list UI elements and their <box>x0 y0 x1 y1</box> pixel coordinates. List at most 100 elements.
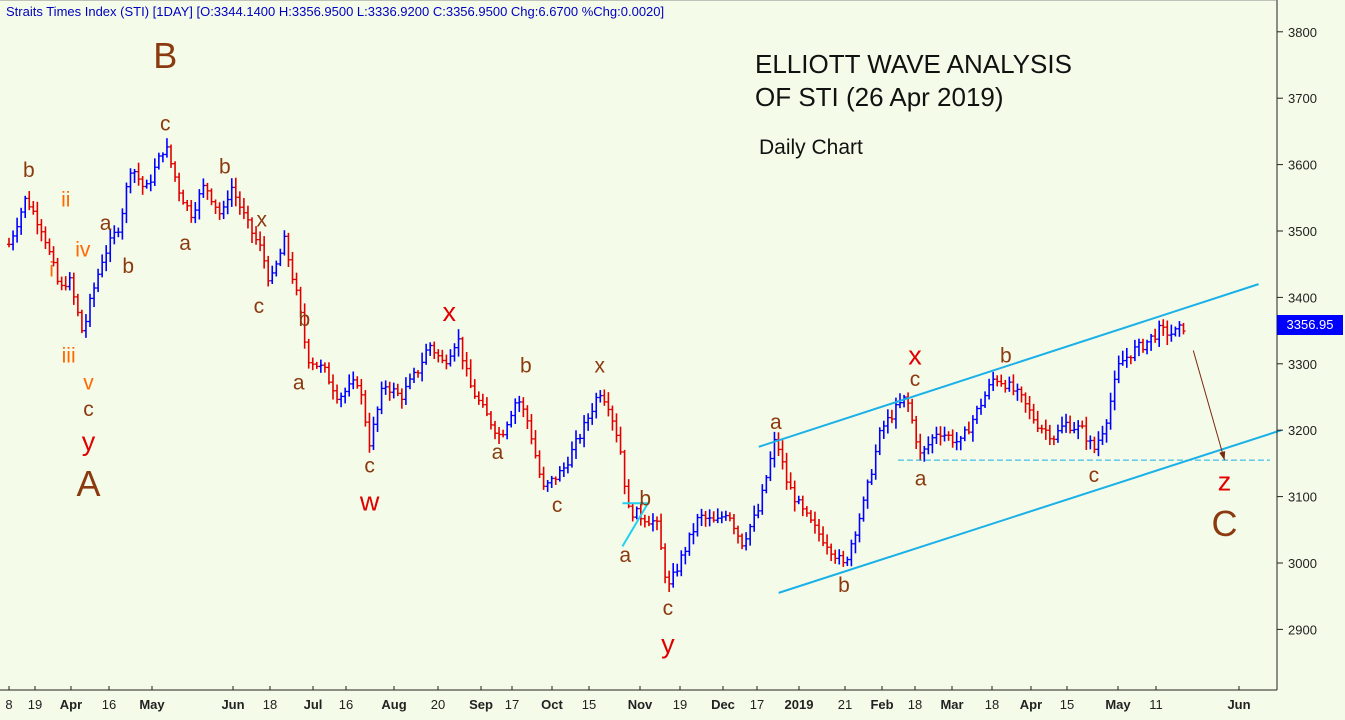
ohlc-bar <box>764 475 769 494</box>
ohlc-bar <box>679 550 684 577</box>
ohlc-bar <box>1120 350 1125 366</box>
ohlc-bar <box>1153 328 1158 343</box>
ohlc-bar <box>906 392 911 413</box>
ohlc-bar <box>1060 416 1064 434</box>
ohlc-bar <box>756 503 761 519</box>
ohlc-bar <box>549 475 554 488</box>
ohlc-bar <box>484 397 489 417</box>
ohlc-bar <box>873 444 878 480</box>
ohlc-bar <box>363 390 368 427</box>
ohlc-bar <box>731 513 736 535</box>
ohlc-bar <box>185 200 190 212</box>
wave-label: w <box>359 486 380 516</box>
x-tick-label: 16 <box>102 697 116 712</box>
wave-label: z <box>1218 466 1232 496</box>
ohlc-bar <box>796 495 801 505</box>
ohlc-bar <box>833 549 838 564</box>
ohlc-bar <box>339 392 344 408</box>
ohlc-bar <box>209 188 214 206</box>
ohlc-bar <box>395 383 400 397</box>
ohlc-bar <box>116 227 121 238</box>
last-price-label: 3356.95 <box>1277 315 1343 335</box>
ohlc-bar <box>780 440 785 470</box>
chart-title-line1: ELLIOTT WAVE ANALYSIS <box>755 49 1072 79</box>
ohlc-bar <box>460 336 465 370</box>
ohlc-bar <box>92 282 97 308</box>
ohlc-bar <box>987 378 992 400</box>
ohlc-bar <box>31 200 36 215</box>
ohlc-bar <box>152 158 157 186</box>
ohlc-bar <box>983 391 988 408</box>
ohlc-bar <box>812 511 817 534</box>
ohlc-bar <box>999 374 1004 387</box>
ohlc-bar <box>169 144 173 168</box>
chart-title: ELLIOTT WAVE ANALYSIS OF STI (26 Apr 201… <box>755 48 1072 114</box>
projection-arrow <box>1192 350 1226 461</box>
wave-label: b <box>23 159 35 182</box>
ohlc-bar <box>274 260 279 277</box>
ohlc-bar <box>1023 392 1028 413</box>
ohlc-bar <box>817 519 821 542</box>
ohlc-bar <box>343 387 348 404</box>
ohlc-bar <box>237 191 242 215</box>
x-tick-label: May <box>1105 697 1131 712</box>
x-tick-label: May <box>139 697 165 712</box>
ohlc-bar <box>950 429 955 448</box>
ohlc-bar <box>233 177 238 207</box>
ohlc-bar <box>606 392 611 417</box>
ohlc-bar <box>1051 435 1056 446</box>
y-tick-label: 3400 <box>1288 290 1317 305</box>
ohlc-bar <box>205 182 210 200</box>
ohlc-bar <box>634 506 639 520</box>
ohlc-bar <box>270 265 275 284</box>
ohlc-bar <box>646 515 651 527</box>
ohlc-bar <box>865 479 870 509</box>
chart-subtitle: Daily Chart <box>759 136 863 159</box>
ohlc-bar <box>683 546 688 565</box>
ohlc-bar <box>590 403 595 425</box>
ohlc-bar <box>1108 392 1113 430</box>
x-tick-label: 18 <box>985 697 999 712</box>
ohlc-bar <box>314 361 319 369</box>
ohlc-bar <box>387 381 392 401</box>
ohlc-bar <box>622 449 627 495</box>
triangle-pattern <box>621 502 650 547</box>
ohlc-bar <box>128 168 133 194</box>
ohlc-bar <box>241 197 246 220</box>
ohlc-bar <box>1141 338 1145 353</box>
wave-label: i <box>49 258 54 281</box>
ohlc-bar <box>7 237 11 248</box>
wave-label: v <box>83 371 94 394</box>
x-tick-label: Apr <box>60 697 82 712</box>
ohlc-bar <box>711 511 716 523</box>
ohlc-bar <box>565 456 570 474</box>
ohlc-bar <box>428 342 433 356</box>
ohlc-bar <box>444 354 449 370</box>
wave-label: c <box>160 112 171 135</box>
ohlc-bar <box>71 272 76 305</box>
ohlc-bar <box>1015 383 1020 401</box>
wave-label: x <box>442 297 456 327</box>
x-tick-label: 16 <box>339 697 353 712</box>
ohlc-bar <box>258 231 263 252</box>
ohlc-bar <box>164 138 169 158</box>
ohlc-bar <box>837 549 842 565</box>
ohlc-bar <box>464 351 469 377</box>
ohlc-bar <box>881 420 886 439</box>
wave-label: y <box>82 427 96 457</box>
ohlc-bar <box>322 362 327 373</box>
x-tick-label: Jun <box>221 697 244 712</box>
ohlc-bar <box>545 479 550 492</box>
ohlc-bar <box>420 352 425 382</box>
x-tick-label: Aug <box>381 697 406 712</box>
ohlc-bar <box>800 495 805 517</box>
ohlc-bar <box>849 539 854 567</box>
ohlc-bar <box>424 343 429 365</box>
ohlc-bar <box>1080 420 1085 429</box>
ohlc-bar <box>108 228 113 263</box>
ohlc-bar <box>1157 320 1162 347</box>
wave-label: c <box>663 597 674 620</box>
y-tick-label: 3500 <box>1288 224 1317 239</box>
x-tick-label: 15 <box>1060 697 1074 712</box>
ohlc-bar <box>51 246 56 267</box>
